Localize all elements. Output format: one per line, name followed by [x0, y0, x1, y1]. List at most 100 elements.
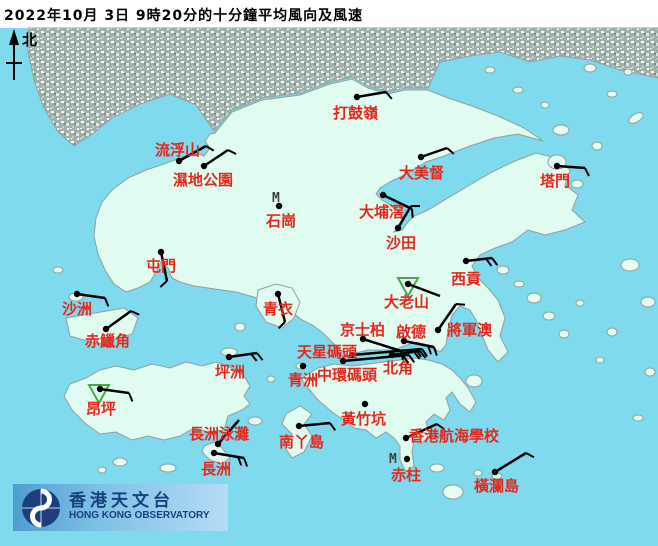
station-label: 流浮山	[155, 141, 200, 159]
land-new-territories	[93, 78, 586, 363]
station: 沙田	[386, 205, 421, 252]
station-label: 沙田	[386, 234, 416, 252]
wind-barb-shaft	[276, 293, 287, 323]
wind-barb-feather	[159, 280, 168, 288]
station-label: 坪洲	[215, 363, 245, 381]
station-dot	[299, 362, 307, 370]
station: 將軍澳	[434, 303, 493, 339]
station-dot	[102, 325, 110, 333]
station-dot	[359, 335, 367, 343]
wind-barb-feather	[421, 348, 428, 357]
wind-barb-shaft	[391, 349, 421, 357]
wind-barb-shaft	[298, 421, 331, 428]
m-marker: M	[389, 452, 397, 467]
station-dot	[295, 422, 303, 430]
station: 沙洲	[62, 290, 110, 318]
station-label: 中環碼頭	[317, 366, 378, 384]
station-dot	[400, 337, 408, 345]
wind-barb-feather	[130, 310, 140, 316]
station: 大埔滘	[359, 191, 414, 221]
station-dot	[274, 290, 282, 298]
wind-barb-shaft	[159, 251, 169, 282]
station: 京士柏	[340, 321, 404, 361]
wind-barb-shaft	[382, 193, 413, 211]
station-label: 天星碼頭	[297, 343, 358, 361]
station-dot	[404, 280, 412, 288]
wind-barb-feather	[433, 346, 438, 356]
station: 西貢	[451, 256, 499, 288]
station-label: 香港航海學校	[409, 427, 500, 445]
wind-barb-shaft	[362, 337, 402, 353]
wind-barb-feather	[584, 167, 590, 177]
station-label: 石崗	[265, 212, 296, 230]
wind-barb-shaft	[228, 351, 258, 359]
wind-barb-feather	[446, 147, 455, 155]
wind-barb-feather	[427, 345, 432, 355]
wind-barb-feather	[128, 392, 134, 402]
wind-barb-shaft	[217, 419, 240, 445]
station-dot	[402, 434, 410, 442]
station: 塔門	[540, 162, 590, 190]
wind-barb-feather	[419, 350, 427, 359]
station: 屯門	[146, 248, 176, 288]
wind-barb-shaft	[99, 387, 130, 395]
station-dot	[210, 449, 218, 457]
station-label: 屯門	[146, 257, 176, 275]
station: 南丫島	[279, 421, 337, 451]
m-marker: M	[272, 191, 280, 206]
land-lantau	[63, 361, 251, 441]
wind-barb-feather	[385, 91, 393, 100]
wind-barb-feather	[525, 452, 535, 459]
wind-barb-shaft	[420, 146, 448, 159]
station: 黃竹坑	[341, 400, 386, 428]
station: 啟德	[396, 323, 438, 356]
wind-barb-shaft	[356, 90, 387, 99]
wind-barb-shaft	[556, 164, 586, 170]
wind-barb-feather	[411, 208, 414, 219]
station: 中環碼頭	[317, 353, 416, 384]
station: 赤鱲角	[85, 309, 140, 350]
north-label: 北	[22, 31, 37, 49]
station: 長洲泳灘	[189, 419, 249, 448]
land-airport	[65, 307, 139, 345]
station-dot	[403, 455, 411, 463]
station-dot	[339, 357, 347, 365]
wind-barb-shaft	[407, 282, 441, 298]
hko-logo-banner: 香港天文台 HONG KONG OBSERVATORY	[13, 484, 228, 531]
urban-area-shenzhen	[27, 27, 658, 147]
station: 大老山	[384, 277, 441, 311]
station-dot	[379, 191, 387, 199]
land-lamma	[281, 405, 313, 459]
wind-barb-shaft	[342, 353, 410, 363]
station-dot	[394, 224, 402, 232]
station: 濕地公園	[173, 148, 237, 189]
wind-barb-feather	[455, 303, 466, 306]
north-arrow: 北	[6, 29, 37, 80]
station: 橫瀾島	[474, 451, 535, 495]
station-label: 北角	[383, 359, 413, 377]
station-label: 赤鱲角	[85, 332, 130, 350]
wind-barb-shaft	[76, 292, 106, 300]
wind-barb-feather	[408, 354, 416, 363]
wind-barb-feather	[237, 456, 243, 466]
station-label: 沙洲	[62, 300, 92, 318]
wind-barb-shaft	[436, 303, 458, 331]
station: M赤柱	[389, 452, 421, 484]
station-dot	[275, 202, 283, 210]
station: 青衣	[263, 290, 293, 329]
wind-barb-feather	[205, 145, 215, 152]
land-hk-island	[301, 357, 477, 473]
station: M 石崗	[265, 191, 296, 230]
station-dot	[462, 257, 470, 265]
station-dot	[348, 351, 356, 359]
station-dot	[175, 157, 183, 165]
hko-logo-chinese: 香港天文台	[69, 491, 174, 512]
wind-barb-shaft	[105, 309, 132, 331]
station-dot	[361, 400, 369, 408]
station-dot	[214, 440, 222, 448]
station-label: 黃竹坑	[341, 410, 386, 428]
station-dot	[353, 93, 361, 101]
station-label: 打鼓嶺	[333, 104, 378, 122]
wind-barb-shaft	[203, 148, 229, 168]
